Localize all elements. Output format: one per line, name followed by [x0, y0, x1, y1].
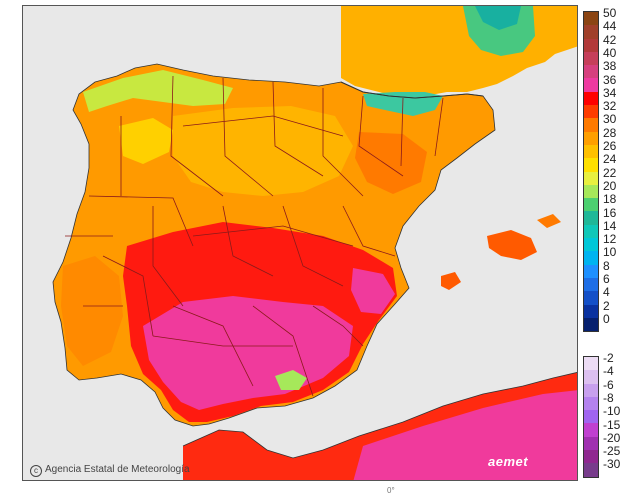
agency-credit: c Agencia Estatal de Meteorología — [30, 464, 190, 477]
sierra-nevada-cool-zone — [275, 370, 307, 390]
ibiza-island — [441, 272, 461, 290]
legend-label: 26 — [603, 139, 617, 153]
legend-swatch — [584, 370, 598, 384]
legend-swatch — [584, 423, 598, 437]
mallorca-island — [487, 230, 537, 260]
legend-swatch — [584, 198, 598, 212]
alps-cold-zone — [475, 6, 521, 30]
legend-swatch — [584, 12, 598, 26]
legend-label: 24 — [603, 152, 617, 167]
legend-swatch — [584, 436, 598, 451]
legend-swatch — [584, 238, 598, 252]
murcia-very-hot-zone — [351, 268, 395, 314]
legend-label: -4 — [603, 364, 614, 379]
bottom-mark: 0° — [387, 486, 395, 495]
aemet-logo: aemet — [488, 454, 529, 469]
africa-coastline — [182, 372, 577, 459]
legend-swatch — [584, 91, 598, 106]
temperature-legend: 50 44 42 40 38 36 34 32 30 28 26 24 22 20 18 16 14 12 10 8 6… — [583, 7, 627, 489]
legend-swatch — [584, 291, 598, 305]
legend-swatch — [584, 25, 598, 39]
legend-label: -30 — [603, 457, 621, 472]
legend-swatch — [584, 450, 598, 464]
legend-swatch — [584, 410, 598, 424]
legend-label: 20 — [603, 178, 617, 193]
legend-label: 44 — [603, 19, 617, 34]
legend-label: 16 — [603, 205, 617, 220]
legend-label: 6 — [603, 272, 610, 286]
legend-label: 36 — [603, 72, 617, 87]
legend-swatch — [584, 396, 598, 411]
legend-swatch — [584, 463, 598, 477]
legend-bar-negative — [583, 356, 599, 478]
legend-label: -15 — [603, 417, 621, 432]
legend-swatch — [584, 144, 598, 159]
legend-swatch — [584, 357, 598, 371]
legend-swatch — [584, 224, 598, 239]
legend-swatch — [584, 105, 598, 119]
legend-label: 42 — [603, 32, 617, 47]
legend-swatch — [584, 184, 598, 199]
legend-label: 40 — [603, 45, 617, 60]
legend-label: 4 — [603, 285, 610, 300]
country-border — [340, 81, 484, 99]
legend-swatch — [584, 131, 598, 145]
legend-swatch — [584, 118, 598, 132]
copyright-icon: c — [30, 465, 42, 477]
legend-swatch — [584, 51, 598, 66]
legend-label: 18 — [603, 192, 617, 207]
legend-label: -6 — [603, 377, 614, 392]
legend-label: 30 — [603, 112, 617, 127]
legend-label: -8 — [603, 390, 614, 405]
north-coast-cool-zone — [83, 70, 233, 112]
legend-label: 12 — [603, 232, 617, 247]
legend-label: 14 — [603, 218, 617, 233]
legend-label: 38 — [603, 59, 617, 74]
legend-swatch — [584, 158, 598, 172]
agency-credit-text: Agencia Estatal de Meteorología — [45, 464, 190, 475]
legend-label: -20 — [603, 430, 621, 445]
legend-swatch — [584, 78, 598, 92]
legend-label: 50 — [603, 6, 617, 20]
legend-swatch — [584, 65, 598, 79]
legend-label: 2 — [603, 298, 610, 313]
legend-label: 10 — [603, 245, 617, 260]
legend-swatch — [584, 277, 598, 292]
legend-label: 32 — [603, 99, 617, 114]
temperature-map — [22, 5, 578, 481]
legend-label: 28 — [603, 125, 617, 140]
legend-swatch — [584, 317, 598, 332]
legend-swatch — [584, 304, 598, 318]
legend-swatch — [584, 211, 598, 225]
portugal-coast-zone — [61, 256, 123, 366]
legend-swatch — [584, 171, 598, 185]
north-coast-mild-zone — [119, 118, 173, 164]
legend-swatch — [584, 383, 598, 397]
legend-label: 0 — [603, 311, 610, 326]
legend-label: -10 — [603, 404, 621, 419]
legend-label: 22 — [603, 165, 617, 180]
legend-swatch — [584, 251, 598, 265]
legend-swatch — [584, 264, 598, 278]
legend-label: -2 — [603, 351, 614, 365]
legend-label: 8 — [603, 258, 610, 273]
north-africa-very-hot-zone — [353, 390, 577, 480]
legend-bar-positive — [583, 11, 599, 333]
north-plateau-zone — [173, 106, 353, 196]
legend-label: 34 — [603, 85, 617, 100]
legend-swatch — [584, 38, 598, 52]
menorca-island — [537, 214, 561, 228]
legend-label: -25 — [603, 444, 621, 459]
ebro-warm-zone — [355, 132, 427, 194]
